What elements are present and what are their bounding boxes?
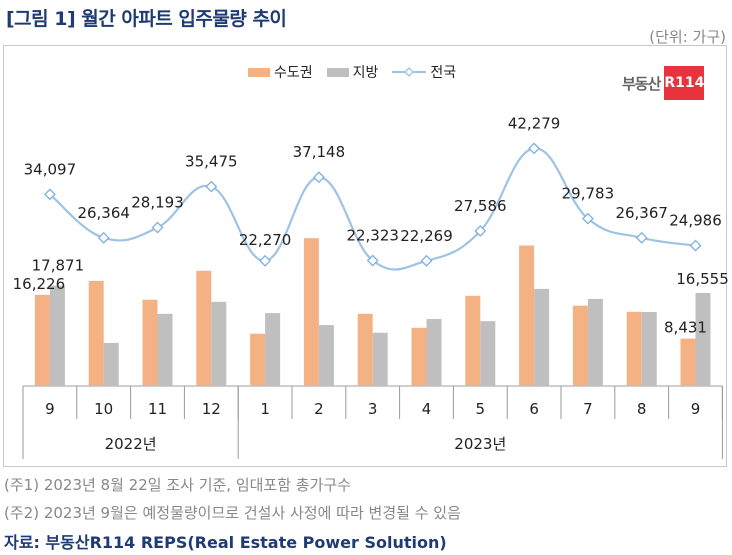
bar-regional xyxy=(157,313,173,386)
x-tick-label: 7 xyxy=(583,400,593,418)
line-data-label: 26,367 xyxy=(615,204,668,222)
source: 자료: 부동산R114 REPS(Real Estate Power Solut… xyxy=(4,533,447,552)
legend-label: 전국 xyxy=(430,65,457,81)
x-tick-label: 9 xyxy=(691,400,701,418)
line-data-label: 26,364 xyxy=(77,204,130,222)
x-tick-label: 12 xyxy=(202,400,221,418)
bar-regional xyxy=(426,319,442,386)
bar-capital xyxy=(250,333,266,386)
x-tick-label: 5 xyxy=(476,400,486,418)
line-marker xyxy=(689,239,702,252)
line-marker xyxy=(205,180,218,193)
chart-frame xyxy=(3,45,727,467)
line-data-label: 35,475 xyxy=(185,153,238,171)
bar-regional xyxy=(641,312,657,386)
bar-capital xyxy=(626,311,642,386)
legend-item-regional: 지방 xyxy=(326,62,379,82)
bar-data-label: 16,555 xyxy=(676,270,729,288)
bar-capital xyxy=(465,295,481,386)
line-marker xyxy=(312,171,325,184)
x-tick-label: 11 xyxy=(148,400,167,418)
legend-label: 지방 xyxy=(352,65,379,81)
legend-label: 수도권 xyxy=(274,65,313,81)
line-data-label: 24,986 xyxy=(669,212,722,230)
x-tick-label: 3 xyxy=(368,400,378,418)
bar-regional xyxy=(49,285,65,386)
bar-regional xyxy=(265,313,281,386)
bar-capital xyxy=(572,305,588,386)
x-tick-label: 9 xyxy=(45,400,55,418)
bar-regional xyxy=(695,292,711,386)
x-tick-label: 8 xyxy=(637,400,647,418)
line-marker xyxy=(474,225,487,237)
bar-capital xyxy=(34,294,50,386)
bar-capital xyxy=(196,270,212,386)
bar-regional xyxy=(372,332,388,386)
x-tick-label: 10 xyxy=(94,400,113,418)
x-tick-label: 6 xyxy=(529,400,539,418)
bar-regional xyxy=(480,321,496,386)
bar-regional xyxy=(318,325,334,386)
logo-badge: R114 xyxy=(664,66,704,100)
legend-swatch xyxy=(326,67,349,77)
year-label: 2022년 xyxy=(105,435,157,453)
line-marker xyxy=(151,221,164,234)
line-data-label: 22,270 xyxy=(239,231,292,249)
bar-regional xyxy=(587,298,603,386)
line-marker xyxy=(420,254,433,267)
line-data-label: 37,148 xyxy=(293,143,346,161)
line-data-label: 28,193 xyxy=(131,194,184,212)
bar-data-label: 17,871 xyxy=(32,257,85,275)
x-tick-label: 1 xyxy=(260,400,270,418)
line-data-label: 42,279 xyxy=(508,114,561,132)
line-data-label: 22,323 xyxy=(346,227,399,245)
legend: 수도권 지방 전국 xyxy=(248,62,456,82)
unit-label: (단위: 가구) xyxy=(649,28,726,46)
year-label: 2023년 xyxy=(454,435,506,453)
line-marker xyxy=(581,212,594,225)
bar-capital xyxy=(411,327,427,386)
figure-title: [그림 1] 월간 아파트 입주물량 추이 xyxy=(6,8,287,30)
bar-data-label: 8,431 xyxy=(664,319,707,337)
legend-line-icon xyxy=(392,67,427,77)
note-2: (주2) 2023년 9월은 예정물량이므로 건설사 사정에 따라 변경될 수 … xyxy=(4,504,461,522)
bar-capital xyxy=(142,299,158,386)
legend-item-capital: 수도권 xyxy=(248,62,313,82)
line-marker xyxy=(43,188,56,201)
bar-capital xyxy=(680,338,696,386)
x-tick-label: 4 xyxy=(422,400,432,418)
line-data-label: 22,269 xyxy=(400,227,453,245)
line-marker xyxy=(97,231,110,244)
bar-regional xyxy=(534,288,550,386)
national-line xyxy=(49,147,696,271)
x-tick-label: 2 xyxy=(314,400,324,418)
line-marker xyxy=(528,142,541,155)
line-marker xyxy=(259,254,272,267)
line-data-label: 27,586 xyxy=(454,197,507,215)
bar-capital xyxy=(88,280,104,386)
legend-item-national: 전국 xyxy=(392,62,456,82)
bar-regional xyxy=(211,301,227,386)
bar-capital xyxy=(519,245,535,386)
logo: 부동산 R114 xyxy=(622,66,704,100)
bar-capital xyxy=(357,313,373,386)
legend-swatch xyxy=(248,67,270,77)
logo-text: 부동산 xyxy=(622,74,661,93)
note-1: (주1) 2023년 8월 22일 조사 기준, 임대포함 총가구수 xyxy=(4,476,351,494)
line-data-label: 34,097 xyxy=(24,160,77,178)
line-data-label: 29,783 xyxy=(562,185,615,203)
line-marker xyxy=(366,254,379,267)
bar-regional xyxy=(103,342,119,386)
line-marker xyxy=(635,231,648,244)
bar-capital xyxy=(303,238,319,386)
bar-data-label: 16,226 xyxy=(13,275,66,293)
